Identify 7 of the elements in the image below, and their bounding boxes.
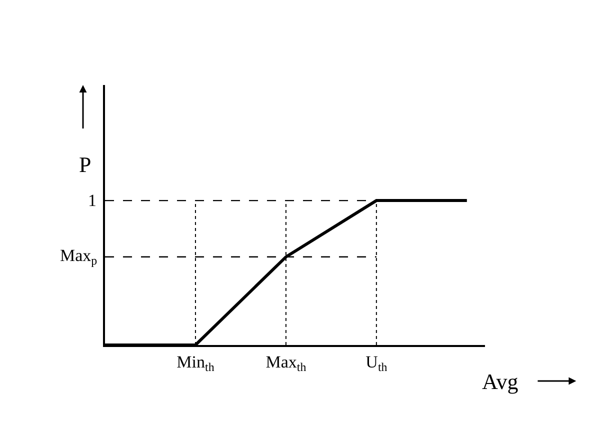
ref-line-label: 1 [88, 191, 96, 210]
y-axis-title: P [79, 152, 92, 177]
ref-line-label: Max$_{p}$ [60, 246, 98, 268]
x-tick-label: Min$_{th}$ [176, 352, 214, 374]
x-tick-label: U$_{th}$ [366, 352, 388, 374]
x-tick-label: Max$_{th}$ [266, 352, 306, 374]
x-axis-title: Avg [482, 369, 518, 394]
